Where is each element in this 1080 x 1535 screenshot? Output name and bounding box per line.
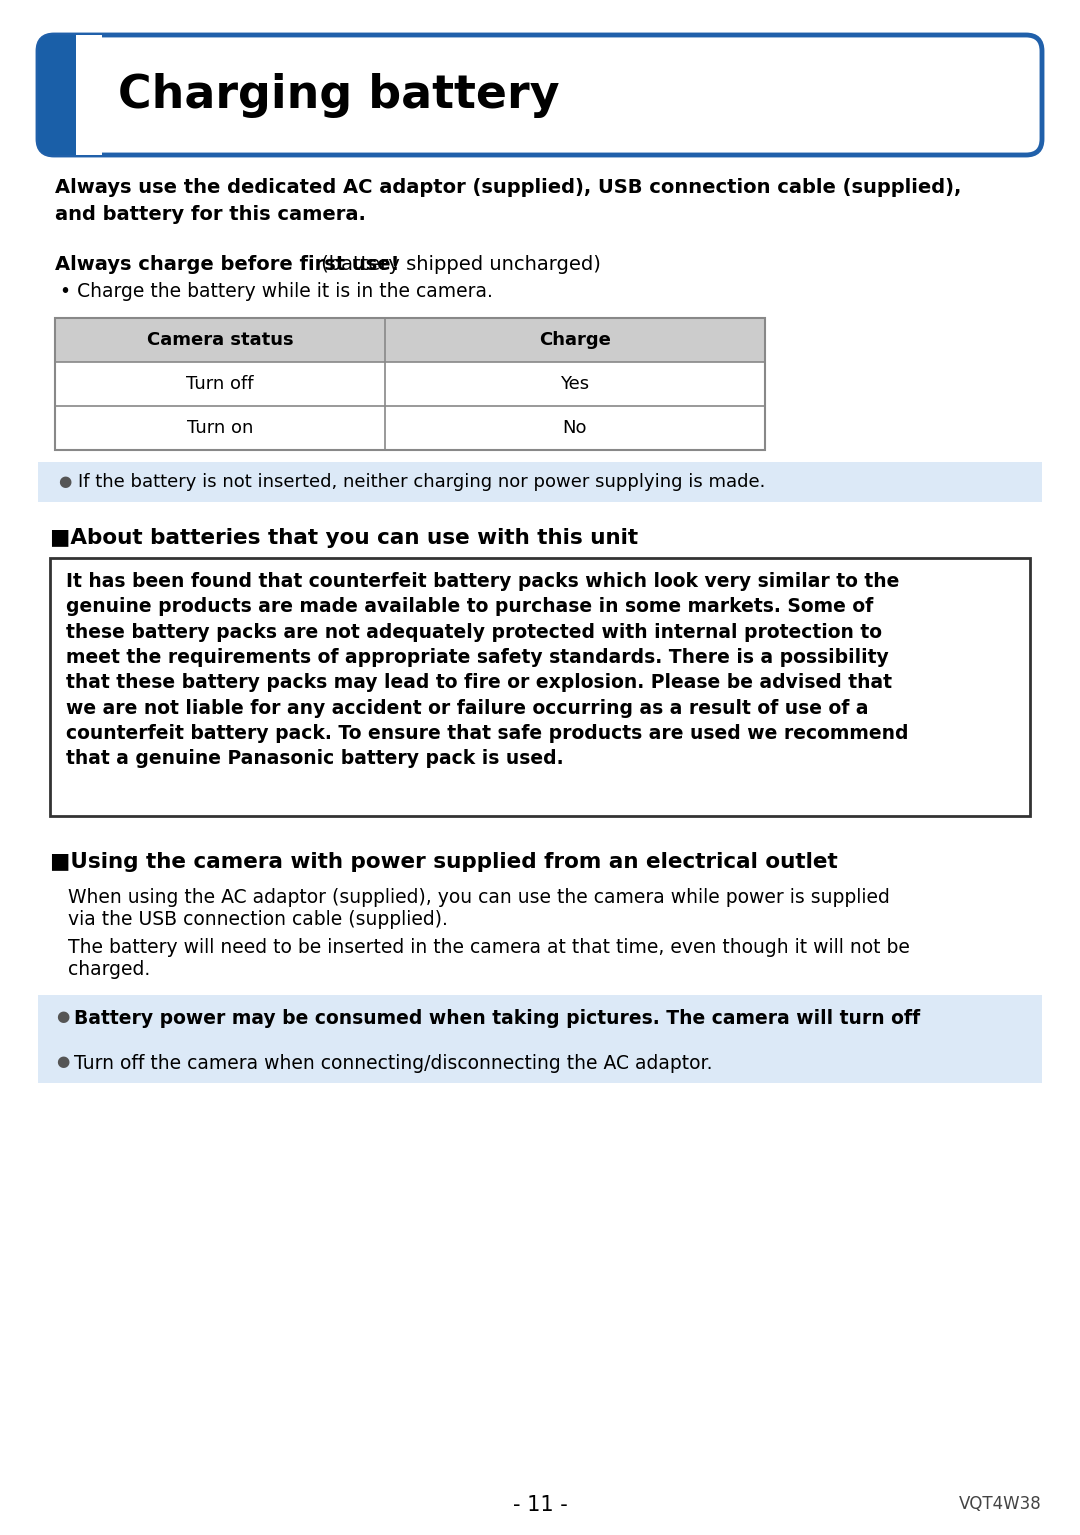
Text: (battery shipped uncharged): (battery shipped uncharged) (315, 255, 600, 275)
Text: When using the AC adaptor (supplied), you can use the camera while power is supp: When using the AC adaptor (supplied), yo… (68, 889, 890, 907)
Text: Always charge before first use!: Always charge before first use! (55, 255, 400, 275)
Text: ■Using the camera with power supplied from an electrical outlet: ■Using the camera with power supplied fr… (50, 852, 838, 872)
Text: via the USB connection cable (supplied).: via the USB connection cable (supplied). (68, 910, 448, 929)
Bar (76, 35, 102, 155)
Text: ●: ● (56, 1008, 69, 1024)
Bar (50, 559, 1030, 817)
Bar (38, 462, 1042, 502)
Text: Turn on: Turn on (187, 419, 253, 437)
FancyBboxPatch shape (38, 35, 1042, 155)
Text: Battery power may be consumed when taking pictures. The camera will turn off: Battery power may be consumed when takin… (75, 1008, 920, 1028)
Text: - 11 -: - 11 - (513, 1495, 567, 1515)
FancyBboxPatch shape (38, 35, 100, 155)
Bar (55, 318, 765, 362)
Text: ●: ● (58, 474, 71, 490)
Text: • Charge the battery while it is in the camera.: • Charge the battery while it is in the … (60, 282, 492, 301)
Text: ●: ● (56, 1055, 69, 1068)
Text: Turn off the camera when connecting/disconnecting the AC adaptor.: Turn off the camera when connecting/disc… (75, 1055, 713, 1073)
Bar (38, 995, 1042, 1084)
Text: If the battery is not inserted, neither charging nor power supplying is made.: If the battery is not inserted, neither … (78, 473, 766, 491)
Text: Charging battery: Charging battery (118, 72, 559, 118)
Text: VQT4W38: VQT4W38 (959, 1495, 1042, 1514)
Text: Always use the dedicated AC adaptor (supplied), USB connection cable (supplied),: Always use the dedicated AC adaptor (sup… (55, 178, 961, 224)
Text: Camera status: Camera status (147, 332, 294, 348)
Text: Charge: Charge (539, 332, 611, 348)
Text: charged.: charged. (68, 959, 150, 979)
Text: Yes: Yes (561, 375, 590, 393)
Text: No: No (563, 419, 588, 437)
Text: Turn off: Turn off (186, 375, 254, 393)
Text: It has been found that counterfeit battery packs which look very similar to the
: It has been found that counterfeit batte… (66, 573, 908, 768)
Bar (55, 318, 765, 450)
Text: ■About batteries that you can use with this unit: ■About batteries that you can use with t… (50, 528, 638, 548)
Text: The battery will need to be inserted in the camera at that time, even though it : The battery will need to be inserted in … (68, 938, 909, 956)
